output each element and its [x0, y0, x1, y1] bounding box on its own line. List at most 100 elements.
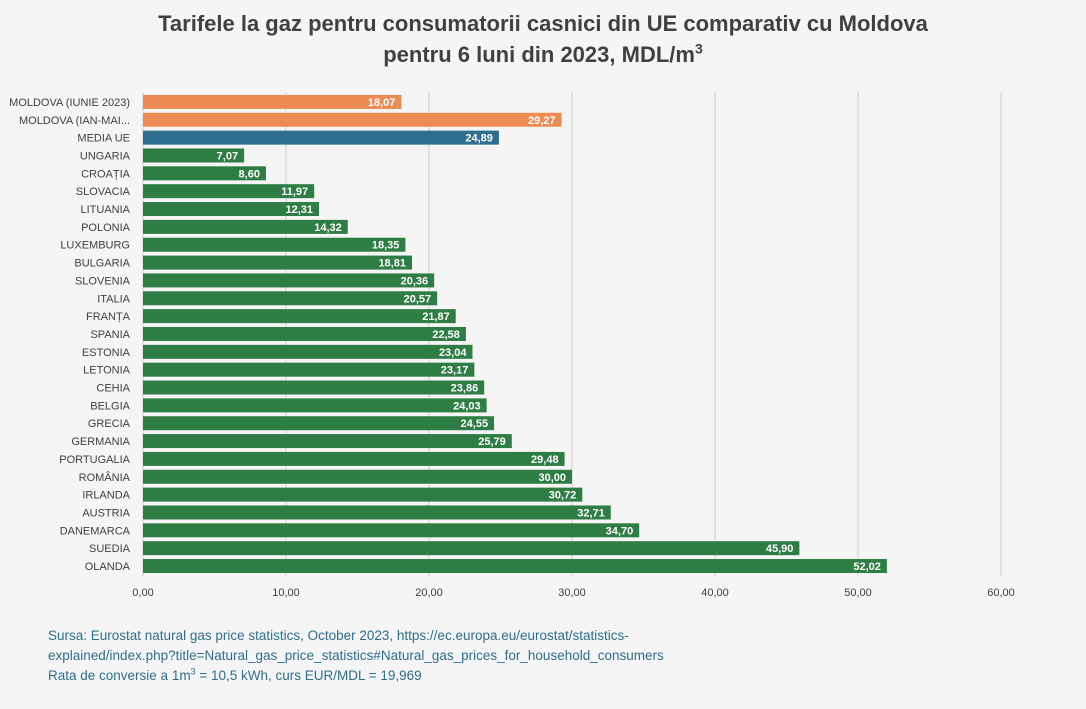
x-tick-label: 10,00: [272, 587, 300, 599]
category-label: LUXEMBURG: [60, 240, 130, 252]
bar: [143, 291, 438, 306]
bar: [143, 487, 583, 502]
value-label: 8,60: [239, 168, 260, 180]
bar: [143, 166, 266, 181]
value-label: 7,07: [217, 150, 238, 162]
bar: [143, 559, 887, 574]
chart-title-line2-text: pentru 6 luni din 2023, MDL/m: [383, 42, 695, 67]
x-axis-tick-labels: 0,00 10,00 20,00 30,00 40,00 50,00 60,00: [132, 587, 1014, 599]
value-label: 18,07: [368, 97, 396, 109]
bar: [143, 94, 402, 109]
chart-title-line1: Tarifele la gaz pentru consumatorii casn…: [158, 11, 928, 36]
conversion-note-sup: 3: [190, 666, 196, 677]
bar: [143, 451, 565, 466]
bar: [143, 255, 412, 270]
category-label: AUSTRIA: [82, 507, 130, 519]
bar: [143, 416, 495, 431]
bar-chart: MOLDOVA (IUNIE 2023) MOLDOVA (IAN-MAI... M…: [9, 92, 1015, 599]
value-label: 18,81: [378, 258, 406, 270]
value-label: 30,00: [538, 472, 566, 484]
category-label: SLOVENIA: [75, 275, 131, 287]
category-label: ITALIA: [97, 293, 130, 305]
category-label: SUEDIA: [89, 543, 131, 555]
bar: [143, 219, 348, 234]
category-label: GERMANIA: [71, 436, 130, 448]
category-label: POLONIA: [81, 222, 131, 234]
value-label: 34,70: [606, 525, 634, 537]
category-label: LITUANIA: [80, 204, 130, 216]
value-label: 11,97: [281, 186, 308, 198]
chart-title-line2: pentru 6 luni din 2023, MDL/m3: [0, 39, 1086, 70]
value-label: 23,04: [439, 347, 467, 359]
value-label: 29,48: [531, 454, 559, 466]
value-label: 14,32: [314, 222, 342, 234]
x-tick-label: 20,00: [415, 587, 443, 599]
category-label: SLOVACIA: [76, 186, 131, 198]
value-label: 23,86: [451, 383, 479, 395]
value-label: 18,35: [372, 240, 400, 252]
source-line-2: explained/index.php?title=Natural_gas_pr…: [48, 648, 664, 663]
category-label: LETONIA: [83, 365, 131, 377]
value-label: 30,72: [549, 490, 577, 502]
x-tick-label: 0,00: [132, 587, 153, 599]
bar: [143, 326, 466, 341]
category-label: CEHIA: [96, 383, 130, 395]
category-label: UNGARIA: [80, 150, 131, 162]
bar: [143, 362, 475, 377]
bar: [143, 380, 485, 395]
chart-title-superscript: 3: [694, 40, 703, 57]
category-label: IRLANDA: [82, 490, 130, 502]
value-label: 32,71: [577, 507, 605, 519]
category-label: SPANIA: [90, 329, 130, 341]
category-label: MOLDOVA (IUNIE 2023): [9, 97, 130, 109]
bar: [143, 469, 572, 484]
category-label: PORTUGALIA: [59, 454, 130, 466]
value-label: 12,31: [286, 204, 314, 216]
bar: [143, 398, 487, 413]
conversion-note-post: = 10,5 kWh, curs EUR/MDL = 19,969: [195, 668, 422, 683]
x-tick-label: 50,00: [844, 587, 872, 599]
bars: [143, 94, 887, 574]
bar: [143, 112, 562, 127]
bar: [143, 523, 640, 538]
bar: [143, 273, 435, 288]
x-tick-label: 40,00: [701, 587, 729, 599]
value-label: 23,17: [441, 365, 469, 377]
source-footnote: Sursa: Eurostat natural gas price statis…: [48, 626, 1048, 686]
conversion-note: Rata de conversie a 1m3 = 10,5 kWh, curs…: [48, 666, 1048, 686]
bar: [143, 434, 512, 449]
bar: [143, 184, 315, 199]
chart-title: Tarifele la gaz pentru consumatorii casn…: [0, 8, 1086, 70]
category-label: CROAȚIA: [81, 168, 131, 180]
category-label: MOLDOVA (IAN-MAI...: [19, 115, 130, 127]
bar: [143, 505, 611, 520]
value-label: 22,58: [432, 329, 460, 341]
bar: [143, 344, 473, 359]
category-label: FRANȚA: [86, 311, 131, 323]
category-label: ESTONIA: [82, 347, 131, 359]
category-labels: MOLDOVA (IUNIE 2023) MOLDOVA (IAN-MAI... M…: [9, 97, 131, 573]
bar: [143, 148, 245, 163]
value-label: 24,03: [453, 400, 481, 412]
source-line-1: Sursa: Eurostat natural gas price statis…: [48, 628, 629, 643]
bar: [143, 130, 499, 145]
category-label: GRECIA: [88, 418, 131, 430]
category-label: BELGIA: [90, 400, 130, 412]
category-label: OLANDA: [85, 561, 131, 573]
x-tick-label: 60,00: [987, 587, 1015, 599]
category-label: ROMÂNIA: [79, 471, 131, 484]
category-label: DANEMARCA: [60, 525, 131, 537]
category-label: MEDIA UE: [77, 133, 130, 145]
bar: [143, 237, 406, 252]
category-label: BULGARIA: [74, 258, 130, 270]
value-label: 24,89: [465, 133, 493, 145]
value-label: 20,36: [401, 275, 429, 287]
value-label: 24,55: [461, 418, 489, 430]
x-tick-label: 30,00: [558, 587, 586, 599]
bar: [143, 202, 320, 217]
bar: [143, 541, 800, 556]
bar: [143, 309, 456, 324]
value-label: 20,57: [404, 293, 432, 305]
value-label: 52,02: [853, 561, 881, 573]
